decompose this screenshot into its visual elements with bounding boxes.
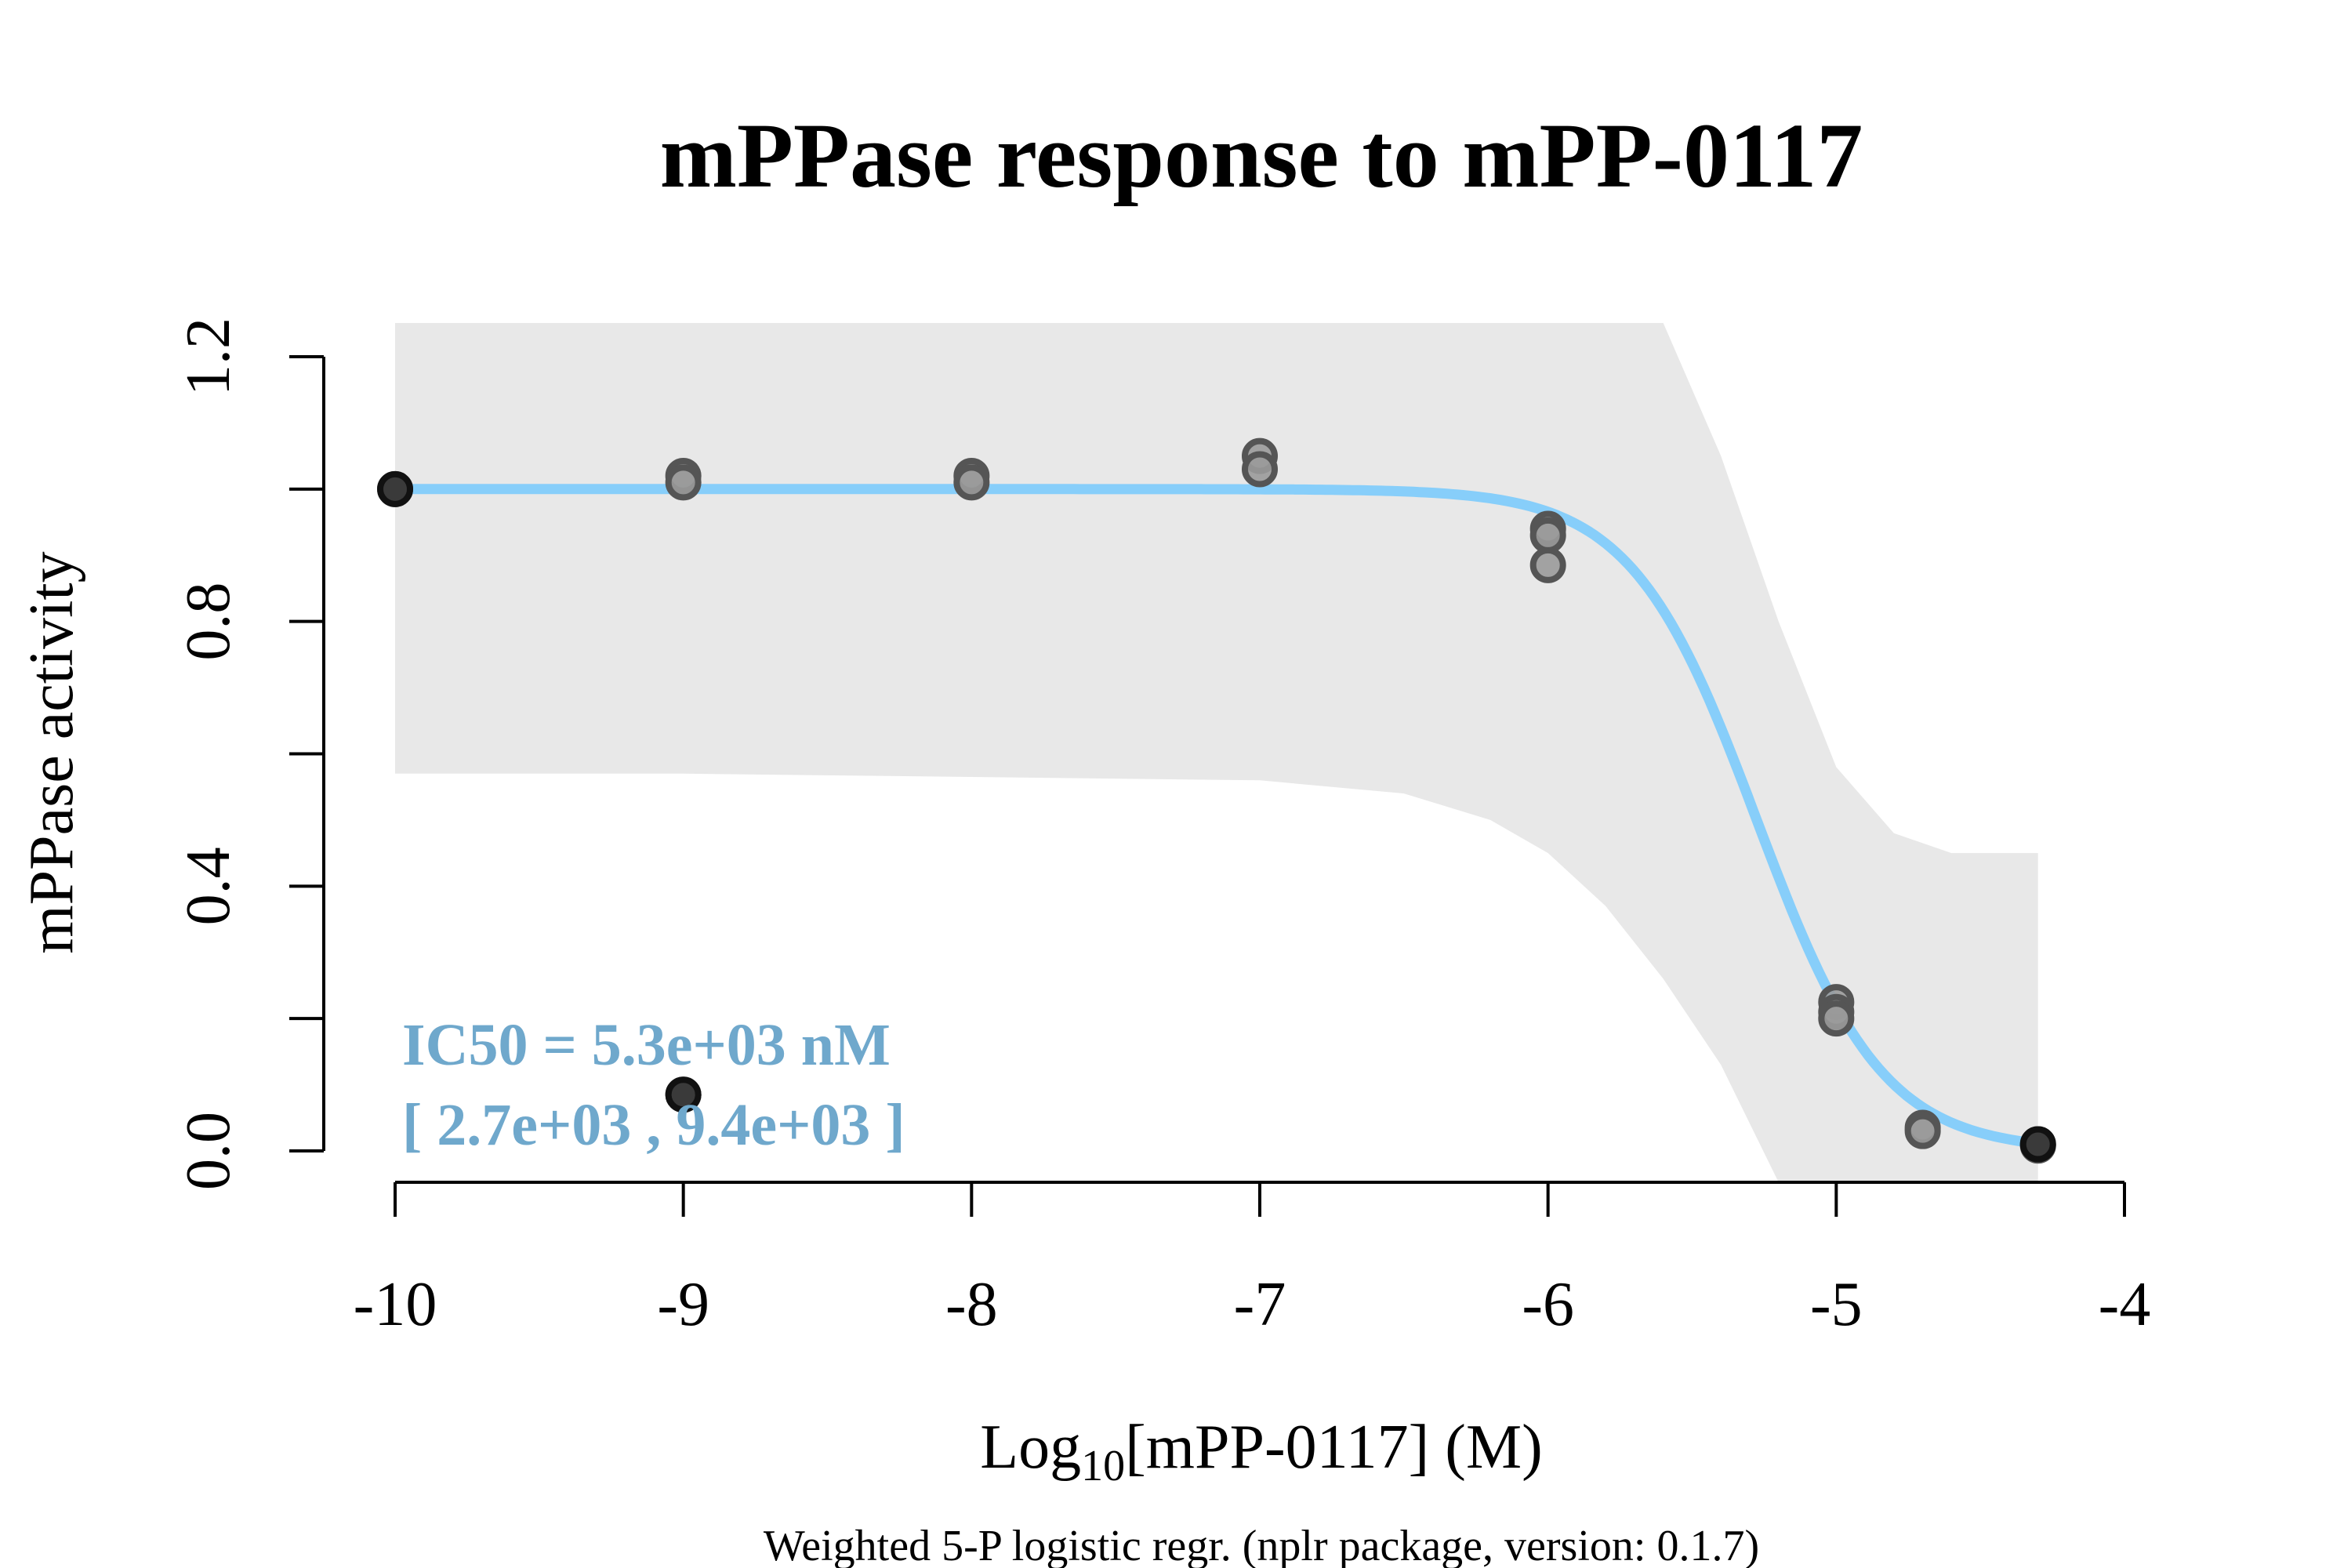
data-point: [953, 464, 990, 501]
y-axis-label: mPPase activity: [17, 551, 86, 953]
y-tick-label: 1.2: [174, 318, 243, 396]
data-point: [1529, 546, 1566, 583]
y-tick-label: 0.0: [174, 1112, 243, 1190]
x-tick-label: -5: [1810, 1270, 1863, 1339]
x-axis-label: Log10[mPP-0117] (M): [980, 1413, 1542, 1490]
data-points-layer: [377, 437, 2056, 1164]
x-axis-label-suffix: [mPP-0117] (M): [1125, 1413, 1543, 1482]
data-point: [665, 464, 702, 501]
axes: -10 -9 -8 -7 -6 -5 -4 0.0 0.4 0.8 1.2: [174, 318, 2150, 1339]
x-tick-label: -4: [2099, 1270, 2151, 1339]
data-point: [1818, 1000, 1855, 1037]
outlier-point: [377, 470, 413, 507]
y-tick-label: 0.8: [174, 583, 243, 661]
x-axis-label-subscript: 10: [1081, 1442, 1125, 1490]
outlier-point: [665, 1076, 702, 1113]
y-tick-label: 0.4: [174, 847, 243, 925]
data-point: [1904, 1112, 1941, 1149]
x-axis-label-prefix: Log: [980, 1413, 1081, 1482]
x-tick-label: -7: [1234, 1270, 1286, 1339]
confidence-band-layer: [395, 323, 2038, 1182]
footer-note: Weighted 5-P logistic regr. (nplr packag…: [764, 1522, 1759, 1568]
x-tick-label: -10: [354, 1270, 437, 1339]
ic50-annotation: IC50 = 5.3e+03 nM: [402, 1012, 891, 1078]
data-point: [1242, 451, 1278, 488]
chart-title: mPPase response to mPP-0117: [660, 104, 1863, 207]
data-point: [1529, 517, 1566, 554]
x-tick-label: -9: [657, 1270, 709, 1339]
confidence-band: [395, 323, 2038, 1182]
outlier-point: [2019, 1126, 2056, 1163]
x-tick-label: -6: [1522, 1270, 1574, 1339]
x-tick-label: -8: [945, 1270, 998, 1339]
ic50-confidence-interval: [ 2.7e+03 , 9.4e+03 ]: [402, 1092, 905, 1158]
